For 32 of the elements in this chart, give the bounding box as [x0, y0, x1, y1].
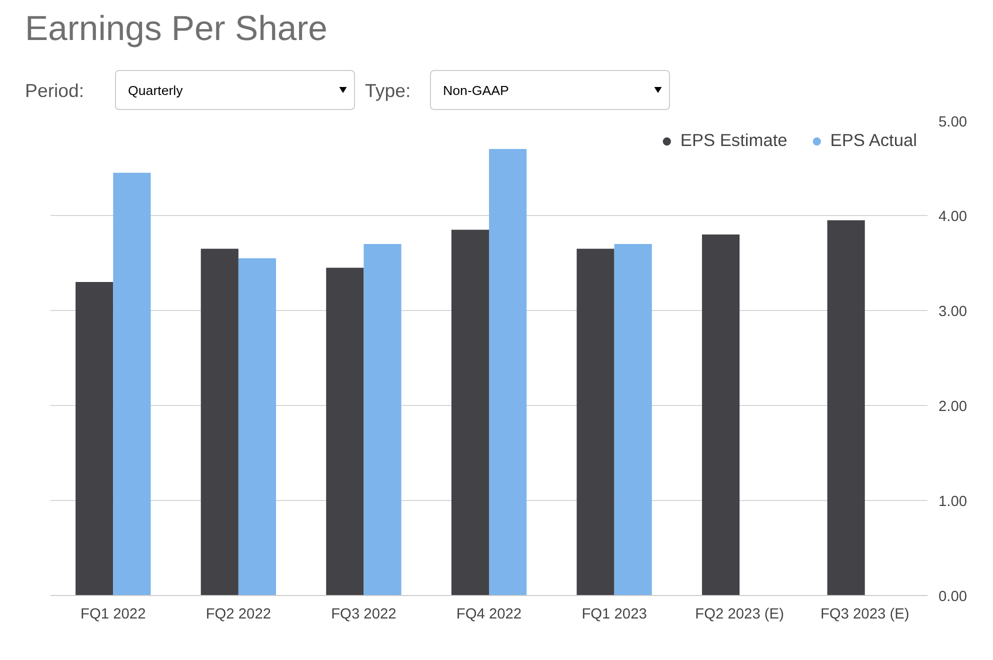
text: Period:: [25, 79, 84, 103]
bar: [326, 268, 364, 596]
bar: [489, 149, 527, 596]
bar: [76, 282, 114, 596]
bar: [451, 230, 489, 596]
text: Quarterly: [115, 70, 355, 110]
x-tick-label: FQ4 2022: [456, 606, 522, 622]
bar: [827, 220, 865, 596]
chart-title: Earnings Per Share: [25, 9, 328, 50]
bar: [200, 248, 238, 596]
y-tick-label: 1.00: [938, 494, 968, 510]
y-tick-label: 4.00: [938, 209, 968, 225]
x-tick-label: FQ1 2022: [80, 606, 146, 622]
y-tick-label: 2.00: [938, 399, 968, 415]
bar: [364, 244, 402, 596]
text: Non-GAAP: [430, 70, 670, 110]
bar: [113, 172, 151, 596]
x-tick-label: FQ3 2022: [331, 606, 396, 622]
bar: [576, 248, 614, 596]
y-tick-label: 0.00: [938, 589, 968, 605]
legend-label: EPS Actual: [830, 130, 917, 151]
y-tick-label: 3.00: [938, 304, 968, 320]
legend-label: EPS Estimate: [680, 130, 788, 151]
bar: [702, 234, 740, 596]
x-tick-label: FQ1 2023: [582, 606, 647, 622]
bar: [238, 258, 276, 596]
y-tick-label: 5.00: [938, 114, 968, 130]
text: Type:: [365, 79, 411, 103]
x-tick-label: FQ2 2022: [206, 606, 272, 622]
x-tick-label: FQ2 2023 (E): [695, 606, 784, 622]
x-tick-label: FQ3 2023 (E): [820, 606, 910, 622]
bar: [614, 244, 652, 596]
